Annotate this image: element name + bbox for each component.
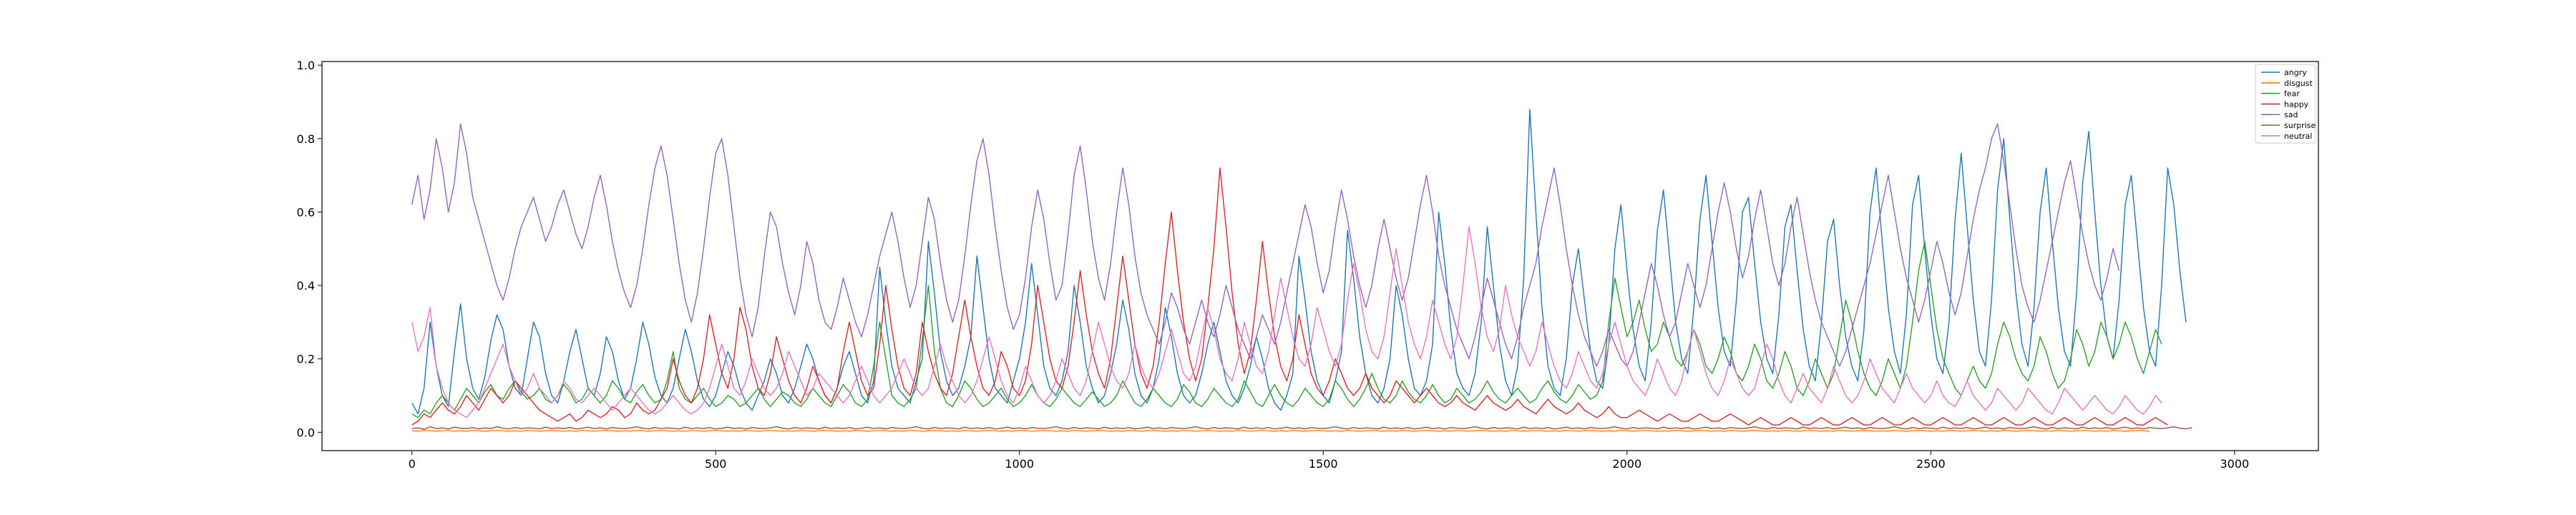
legend-label-angry: angry [2284, 68, 2307, 77]
y-tick-label: 0.8 [297, 132, 315, 146]
series-line-angry [411, 108, 2187, 415]
x-tick-label: 3000 [2220, 457, 2249, 471]
y-tick-label: 0.4 [297, 279, 315, 293]
x-tick-label: 2000 [1612, 457, 1641, 471]
x-axis: 0 500 1000 1500 2000 2500 3000 [409, 451, 2249, 471]
series-layer [411, 108, 2192, 432]
series-line-sad [411, 123, 2120, 367]
y-tick-label: 0.0 [297, 426, 315, 439]
y-tick-label: 0.2 [297, 353, 315, 366]
x-tick-label: 500 [705, 457, 727, 471]
legend-label-disgust: disgust [2284, 79, 2313, 88]
x-tick-label: 2500 [1916, 457, 1946, 471]
x-tick-label: 0 [409, 457, 416, 471]
legend-label-surprise: surprise [2284, 121, 2316, 130]
legend-label-happy: happy [2284, 99, 2309, 109]
legend-label-fear: fear [2284, 89, 2300, 99]
series-line-fear [411, 240, 2162, 418]
legend-label-sad: sad [2284, 110, 2298, 119]
legend-box [2255, 64, 2316, 144]
y-axis: 0.0 0.2 0.4 0.6 0.8 1.0 [297, 59, 322, 439]
legend-label-neutral: neutral [2284, 132, 2312, 141]
series-line-surprise [411, 426, 2192, 430]
x-tick-label: 1500 [1309, 457, 1338, 471]
y-tick-label: 1.0 [297, 59, 315, 72]
x-tick-label: 1000 [1005, 457, 1034, 471]
plot-frame [321, 61, 2319, 451]
series-line-neutral [411, 226, 2162, 418]
y-tick-label: 0.6 [297, 205, 315, 219]
series-line-happy [411, 167, 2168, 426]
